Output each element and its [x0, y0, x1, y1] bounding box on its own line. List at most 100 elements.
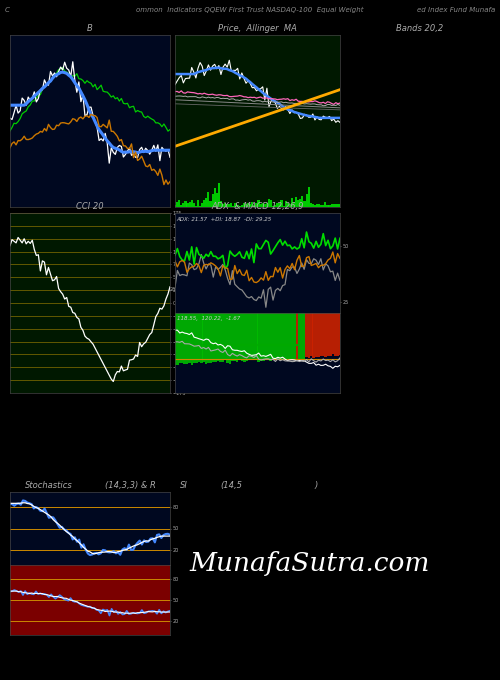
Bar: [316, 205, 318, 207]
Bar: [202, 301, 205, 362]
Bar: [317, 301, 320, 357]
Bar: [336, 301, 339, 356]
Bar: [196, 301, 198, 362]
Bar: [230, 203, 232, 207]
Bar: [243, 203, 245, 207]
Bar: [198, 301, 200, 362]
Bar: [310, 301, 312, 356]
Bar: [212, 194, 214, 207]
Bar: [245, 204, 247, 207]
Bar: [216, 193, 218, 207]
Bar: [297, 201, 300, 207]
Bar: [243, 301, 246, 362]
Bar: [324, 301, 327, 357]
Bar: [276, 301, 279, 360]
Bar: [197, 201, 199, 207]
Bar: [254, 205, 256, 207]
Bar: [249, 204, 252, 207]
Bar: [214, 301, 217, 362]
Bar: [268, 199, 270, 207]
Bar: [186, 301, 188, 364]
Bar: [339, 301, 341, 355]
Bar: [314, 205, 316, 207]
Bar: [255, 301, 258, 359]
Bar: [272, 205, 274, 207]
Text: ommon  Indicators QQEW First Trust NASDAQ-100  Equal Weight: ommon Indicators QQEW First Trust NASDAQ…: [136, 7, 364, 13]
Bar: [174, 205, 176, 207]
Bar: [296, 301, 298, 358]
Bar: [193, 301, 196, 363]
Bar: [294, 301, 296, 360]
Bar: [274, 205, 276, 207]
Bar: [214, 188, 216, 207]
Text: Bands 20,2: Bands 20,2: [396, 24, 444, 33]
Bar: [262, 301, 264, 360]
Bar: [246, 301, 248, 361]
Bar: [304, 201, 306, 207]
Bar: [308, 187, 310, 207]
Bar: [234, 203, 236, 207]
Bar: [220, 201, 222, 207]
Bar: [322, 205, 324, 207]
Bar: [208, 192, 210, 207]
Bar: [222, 301, 224, 362]
Bar: [250, 301, 253, 359]
Bar: [181, 301, 184, 363]
Bar: [201, 203, 203, 207]
Bar: [334, 301, 336, 356]
Bar: [266, 203, 268, 207]
Bar: [260, 204, 262, 207]
Bar: [302, 197, 304, 207]
Text: MunafaSutra.com: MunafaSutra.com: [189, 551, 430, 576]
Bar: [303, 301, 306, 359]
Bar: [312, 204, 314, 207]
Bar: [315, 301, 318, 357]
Bar: [203, 201, 205, 207]
Bar: [226, 204, 228, 207]
Bar: [279, 301, 281, 360]
Bar: [241, 205, 243, 207]
Bar: [284, 201, 287, 207]
Bar: [270, 301, 272, 361]
Bar: [256, 203, 258, 207]
Bar: [337, 205, 339, 207]
Bar: [222, 204, 224, 207]
Bar: [318, 203, 320, 207]
Bar: [270, 200, 272, 207]
Text: CCI 20: CCI 20: [76, 202, 104, 211]
Bar: [192, 203, 195, 207]
Bar: [182, 203, 184, 207]
Text: C: C: [5, 7, 10, 13]
Bar: [262, 203, 264, 207]
Bar: [212, 301, 214, 362]
Bar: [252, 301, 255, 360]
Bar: [210, 301, 212, 363]
Bar: [284, 301, 286, 360]
Bar: [306, 194, 308, 207]
Bar: [278, 203, 280, 207]
Bar: [219, 301, 222, 362]
Bar: [330, 204, 332, 207]
Bar: [258, 301, 260, 362]
Bar: [289, 204, 291, 207]
Bar: [231, 301, 234, 360]
Bar: [247, 203, 249, 207]
Bar: [238, 301, 241, 360]
Bar: [190, 301, 193, 364]
Bar: [248, 301, 250, 360]
Bar: [280, 200, 282, 207]
Text: 118.55,  120.22,  -1.67: 118.55, 120.22, -1.67: [176, 316, 240, 321]
Bar: [299, 199, 302, 207]
Bar: [224, 203, 226, 207]
Bar: [282, 205, 284, 207]
Bar: [178, 301, 181, 363]
Bar: [328, 205, 330, 207]
Bar: [291, 301, 294, 360]
Bar: [332, 301, 334, 354]
Bar: [264, 301, 267, 360]
Bar: [186, 203, 188, 207]
Bar: [291, 199, 293, 207]
Bar: [324, 201, 326, 207]
Bar: [288, 301, 291, 359]
Text: B: B: [87, 24, 93, 33]
